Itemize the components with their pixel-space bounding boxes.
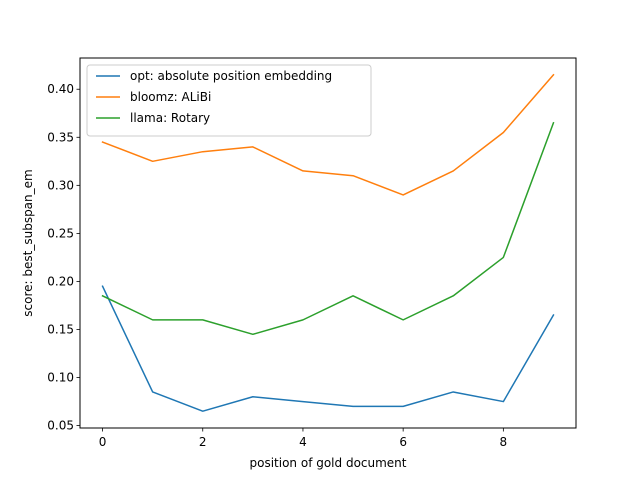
y-axis-label: score: best_subspan_em: [21, 169, 35, 316]
series-line-0: [101, 285, 555, 412]
x-tick-label-2: 4: [299, 435, 307, 449]
x-tick-label-3: 6: [399, 435, 407, 449]
y-tick-label-6: 0.35: [47, 130, 74, 144]
ticks-layer: 0 2 4 6 8 0.05 0.10 0.15 0.20 0.25 0.30 0.35 0.40: [47, 82, 507, 449]
y-tick-label-5: 0.30: [47, 178, 74, 192]
series-line-2: [101, 121, 555, 336]
y-tick-label-0: 0.05: [47, 419, 74, 433]
y-tick-label-1: 0.10: [47, 371, 74, 385]
series-layer: [101, 73, 555, 412]
legend-label-1: bloomz: ALiBi: [130, 90, 211, 104]
y-tick-label-4: 0.25: [47, 226, 74, 240]
legend-label-0: opt: absolute position embedding: [130, 69, 332, 83]
x-tick-label-4: 8: [500, 435, 508, 449]
x-axis-label: position of gold document: [250, 456, 407, 470]
legend-label-2: llama: Rotary: [130, 111, 210, 125]
legend: opt: absolute position embedding bloomz: …: [86, 64, 372, 137]
plot-frame: [79, 57, 577, 429]
legend-box: [86, 64, 372, 137]
x-tick-label-0: 0: [99, 435, 107, 449]
x-tick-label-1: 2: [199, 435, 207, 449]
y-tick-label-7: 0.40: [47, 82, 74, 96]
y-tick-label-3: 0.20: [47, 274, 74, 288]
y-tick-label-2: 0.15: [47, 322, 74, 336]
series-line-1: [101, 73, 555, 196]
